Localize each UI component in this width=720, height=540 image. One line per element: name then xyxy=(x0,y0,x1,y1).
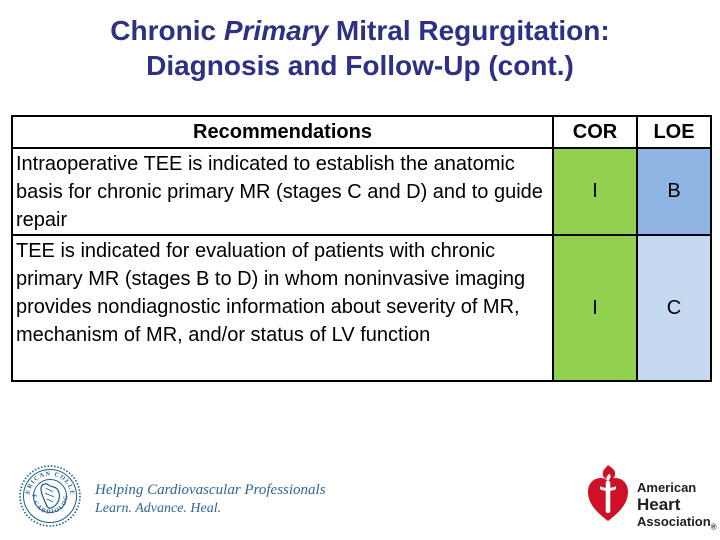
acc-tagline: Helping Cardiovascular Professionals Lea… xyxy=(95,481,326,518)
american-heart-association-heart-torch-icon xyxy=(588,465,628,521)
slide-title-line1: Chronic Primary Mitral Regurgitation: xyxy=(0,13,720,48)
slide-title-line2: Diagnosis and Follow-Up (cont.) xyxy=(146,50,574,81)
loe-grade-cell: C xyxy=(636,234,712,382)
loe-grade-cell: B xyxy=(636,147,712,236)
title-text: Mitral Regurgitation: xyxy=(328,15,610,46)
column-header-loe: LOE xyxy=(636,115,712,149)
acc-tagline-line1: Helping Cardiovascular Professionals xyxy=(95,482,326,498)
registered-mark: ® xyxy=(710,522,717,532)
recommendation-text: Intraoperative TEE is indicated to estab… xyxy=(11,147,554,236)
recommendation-text: TEE is indicated for evaluation of patie… xyxy=(11,234,554,382)
cor-grade-cell: I xyxy=(552,234,638,382)
title-text: Chronic xyxy=(110,15,224,46)
acc-tagline-line2: Learn. Advance. Heal. xyxy=(95,501,222,516)
aha-wordmark: American Heart Association® xyxy=(637,481,717,532)
recommendations-table: Recommendations COR LOE Intraoperative T… xyxy=(11,115,712,382)
column-header-recommendations: Recommendations xyxy=(11,115,554,149)
aha-word-american: American xyxy=(637,480,697,495)
title-text-italic: Primary xyxy=(223,15,329,46)
slide-title: Chronic Primary Mitral Regurgitation: Di… xyxy=(0,13,720,83)
table-header-row: Recommendations COR LOE xyxy=(11,115,712,149)
american-college-of-cardiology-seal-icon: AMERICAN COLLEGE OF CARDIOLOGY xyxy=(18,464,81,527)
table-row: Intraoperative TEE is indicated to estab… xyxy=(11,147,712,236)
aha-word-association: Association® xyxy=(637,515,717,532)
column-header-cor: COR xyxy=(552,115,638,149)
aha-word-association-text: Association xyxy=(637,514,711,529)
table-row: TEE is indicated for evaluation of patie… xyxy=(11,234,712,382)
cor-grade-cell: I xyxy=(552,147,638,236)
aha-word-heart: Heart xyxy=(637,495,681,514)
